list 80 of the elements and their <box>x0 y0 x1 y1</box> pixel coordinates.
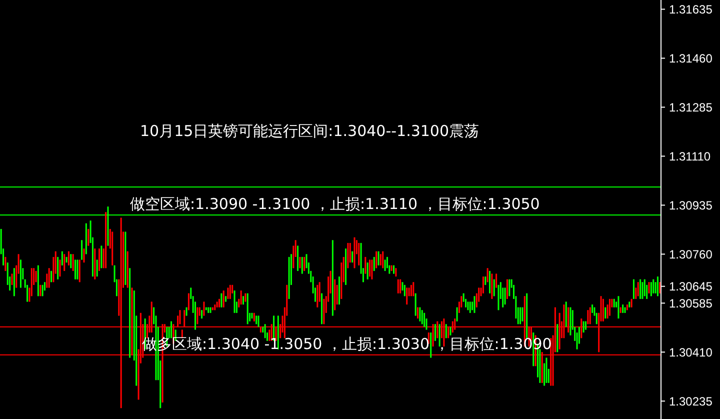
y-tick-label: 1.31460 <box>669 51 713 66</box>
candlestick <box>469 301 471 314</box>
candlestick <box>373 256 375 272</box>
candlestick <box>57 256 59 280</box>
candlestick <box>227 287 229 300</box>
candlestick <box>70 254 72 268</box>
candlestick <box>632 279 634 300</box>
candlestick <box>4 256 6 272</box>
candlestick <box>78 259 80 282</box>
candlestick <box>264 324 266 338</box>
candlestick <box>637 282 639 296</box>
candlestick <box>369 259 371 277</box>
candlestick <box>482 276 484 294</box>
candlestick <box>11 273 13 286</box>
candlestick <box>496 273 498 288</box>
y-tick-label: 1.30760 <box>669 247 713 262</box>
candlestick <box>68 251 70 266</box>
y-tick-label: 1.30235 <box>669 394 713 408</box>
candlestick <box>445 324 447 338</box>
y-tick-label: 1.30935 <box>669 198 713 212</box>
candlestick <box>74 259 76 280</box>
candlestick <box>229 284 231 300</box>
y-tick-label: 1.31635 <box>669 2 713 16</box>
candlestick <box>100 245 102 268</box>
candlestick <box>83 248 85 263</box>
candlestick <box>506 279 508 300</box>
candlestick <box>424 312 426 328</box>
candlestick <box>400 279 402 294</box>
y-tick-label: 1.31285 <box>669 100 713 114</box>
candlestick <box>234 290 236 314</box>
candlestick <box>656 276 658 296</box>
candlestick <box>64 254 66 272</box>
candlestick <box>412 282 414 296</box>
candlestick <box>419 307 421 322</box>
candlestick <box>371 259 373 280</box>
candlestick <box>659 282 661 294</box>
candlestick <box>384 259 386 272</box>
candlestick <box>397 279 399 294</box>
candlestick <box>59 259 61 277</box>
candlestick <box>220 293 222 308</box>
y-tick-label: 1.30645 <box>669 280 713 294</box>
candlestick <box>304 256 306 272</box>
candlestick <box>474 296 476 314</box>
candlestick <box>648 282 650 294</box>
candlestick <box>522 307 524 322</box>
candlestick <box>642 282 644 300</box>
candlestick <box>488 270 491 294</box>
candlestick <box>358 242 360 266</box>
candlestick <box>618 296 620 319</box>
candlestick <box>378 251 380 266</box>
candlestick <box>486 268 488 282</box>
candlestick <box>222 290 224 308</box>
candlestick <box>406 287 408 305</box>
candlestick <box>602 298 604 322</box>
candlestick <box>81 240 83 260</box>
candlestick <box>98 248 100 272</box>
candlestick <box>72 254 74 272</box>
y-tick-label: 1.30585 <box>669 296 713 310</box>
candlestick <box>258 315 260 328</box>
candlestick <box>652 279 654 294</box>
candlestick <box>76 259 78 280</box>
y-tick-label: 1.30410 <box>669 345 713 360</box>
candlestick <box>650 282 652 296</box>
annotation: 做空区域:1.3090 -1.3100 ，止损:1.3110 ，目标位:1.3050 <box>130 195 540 213</box>
annotation: 10月15日英镑可能运行区间:1.3040--1.3100震荡 <box>140 122 480 140</box>
candlestick <box>316 284 318 308</box>
candlestick <box>380 254 382 266</box>
candlestick <box>421 310 423 324</box>
candlestick <box>96 259 98 277</box>
candlestick <box>48 268 50 288</box>
candlestick <box>366 262 368 280</box>
candlestick <box>640 279 642 300</box>
y-tick-label: 1.31110 <box>669 149 711 164</box>
candlestick <box>504 287 506 305</box>
candlestick <box>179 310 181 324</box>
candlestick <box>203 301 205 316</box>
candlestick <box>240 290 242 305</box>
candlestick <box>587 310 589 324</box>
candlestick <box>456 307 458 322</box>
candlestick <box>61 251 63 266</box>
